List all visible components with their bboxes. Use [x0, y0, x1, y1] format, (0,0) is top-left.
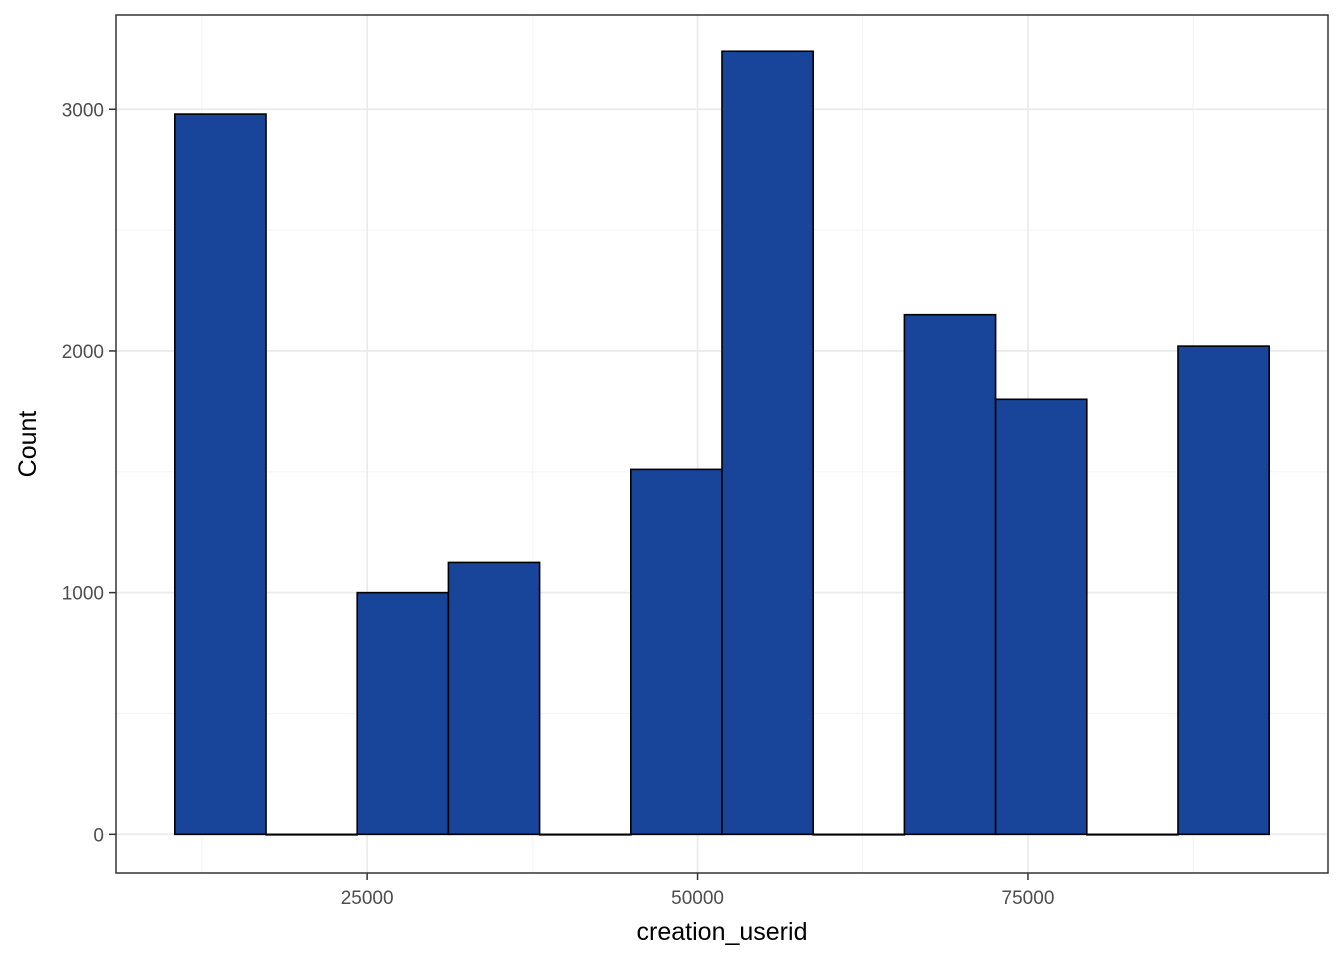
- y-axis-title: Count: [14, 411, 42, 478]
- x-axis-title: creation_userid: [637, 918, 808, 946]
- histogram-bar: [1177, 345, 1270, 836]
- y-tick-label: 1000: [62, 584, 104, 605]
- x-tick-label: 50000: [671, 888, 724, 909]
- histogram-bar: [356, 591, 450, 836]
- x-tick-label: 75000: [1002, 888, 1055, 909]
- histogram-bar: [630, 468, 723, 836]
- histogram-bar: [1085, 833, 1179, 836]
- y-axis-ticks: 0 1000 2000 3000: [62, 100, 116, 846]
- histogram-bar: [538, 833, 632, 836]
- histogram-bars: [174, 50, 1270, 836]
- histogram-bar: [174, 113, 267, 836]
- histogram-bar: [812, 833, 906, 836]
- histogram-bar: [721, 50, 814, 836]
- histogram-bar: [265, 833, 359, 836]
- histogram-bar: [994, 398, 1088, 836]
- panel-border: [115, 14, 1329, 874]
- y-tick-label: 3000: [62, 100, 104, 121]
- histogram-bar: [447, 561, 541, 836]
- y-tick-label: 2000: [62, 342, 104, 363]
- histogram-bar: [903, 313, 997, 836]
- x-axis-ticks: 25000 50000 75000: [341, 873, 1055, 909]
- x-tick-label: 25000: [341, 888, 394, 909]
- y-tick-label: 0: [93, 825, 104, 846]
